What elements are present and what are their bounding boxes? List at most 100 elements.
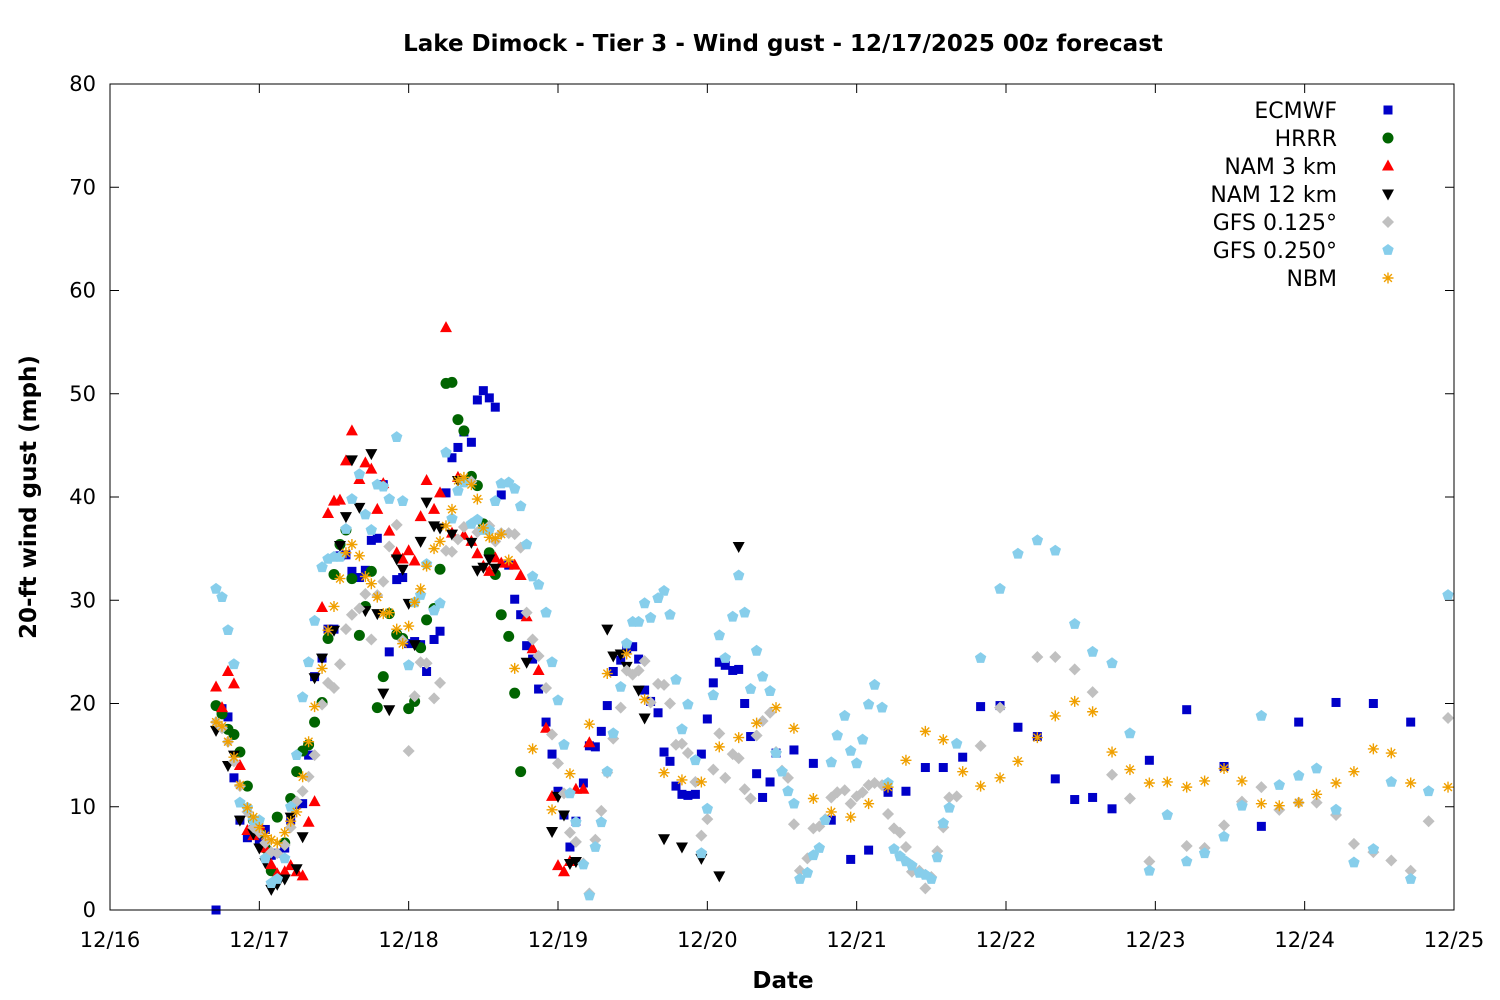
data-point <box>919 725 931 737</box>
data-point <box>1255 709 1268 721</box>
data-point <box>839 709 851 721</box>
data-point <box>440 446 452 458</box>
data-point <box>1124 727 1136 739</box>
data-point <box>302 815 315 827</box>
data-point <box>452 484 464 496</box>
legend-marker <box>1382 272 1394 284</box>
data-point <box>496 490 506 500</box>
data-point <box>484 393 494 403</box>
data-point <box>671 781 681 791</box>
data-point <box>353 602 366 615</box>
data-point <box>322 632 334 644</box>
data-point <box>515 766 527 778</box>
data-point <box>234 796 246 808</box>
data-point <box>271 837 283 849</box>
data-point <box>477 562 490 574</box>
data-point <box>340 547 352 559</box>
data-point <box>1013 722 1023 732</box>
data-point <box>713 629 725 641</box>
data-point <box>377 671 389 683</box>
data-point <box>265 858 278 870</box>
data-point <box>383 705 396 717</box>
data-point <box>558 738 570 750</box>
data-point <box>403 703 415 715</box>
data-point <box>1348 766 1360 778</box>
axis-ticks: 0 10 20 30 40 50 60 70 80 12/16 12/17 12/18 12/19 12/… <box>69 72 1484 952</box>
data-point <box>339 454 352 466</box>
data-point <box>429 634 439 644</box>
data-point <box>241 780 253 792</box>
data-point <box>528 654 538 664</box>
data-point <box>383 524 396 536</box>
data-point <box>510 594 520 604</box>
data-point <box>595 804 608 817</box>
data-point <box>1422 785 1435 797</box>
data-point <box>808 758 818 768</box>
data-point <box>920 763 930 773</box>
y-axis-label: 20-ft wind gust (mph) <box>16 355 42 639</box>
data-point <box>1385 747 1397 759</box>
data-point <box>440 321 452 333</box>
data-point <box>546 656 558 668</box>
data-point <box>291 806 303 818</box>
data-point <box>589 841 601 852</box>
data-point <box>316 653 329 665</box>
data-point <box>290 864 303 876</box>
data-point <box>601 624 614 636</box>
data-point <box>445 529 458 541</box>
data-point <box>615 681 627 692</box>
data-point <box>632 664 645 677</box>
plot-frame <box>109 83 1455 911</box>
data-point <box>452 474 464 486</box>
data-point <box>296 691 309 703</box>
data-point <box>546 804 558 816</box>
data-point <box>1161 809 1173 820</box>
data-point <box>1106 768 1119 781</box>
data-point <box>339 623 352 636</box>
data-point <box>447 453 457 463</box>
data-point <box>333 658 346 671</box>
data-point <box>765 777 775 787</box>
data-point <box>701 813 714 826</box>
data-point <box>733 732 745 744</box>
data-point <box>570 816 582 828</box>
data-point <box>478 386 488 396</box>
data-point <box>316 698 329 711</box>
data-point <box>345 455 358 467</box>
data-point <box>253 821 265 833</box>
data-point <box>233 758 246 770</box>
data-point <box>483 531 495 543</box>
data-point <box>752 769 762 779</box>
data-point <box>520 657 533 669</box>
data-point <box>421 560 433 572</box>
series-gfs-0-125- <box>210 475 1455 900</box>
data-point <box>392 575 402 585</box>
data-point <box>825 806 837 818</box>
data-point <box>628 642 638 652</box>
data-point <box>634 654 644 664</box>
data-point <box>383 493 395 504</box>
data-point <box>302 656 315 668</box>
data-point <box>720 660 730 670</box>
data-point <box>546 827 559 839</box>
y-tick-label: 10 <box>69 795 96 819</box>
data-point <box>1144 755 1154 765</box>
data-point <box>639 693 651 705</box>
data-point <box>602 701 612 711</box>
data-point <box>298 799 308 809</box>
legend-marker <box>1382 132 1394 144</box>
data-point <box>228 658 240 670</box>
data-point <box>278 838 291 851</box>
data-point <box>259 830 271 842</box>
data-point <box>664 697 676 710</box>
data-point <box>740 699 750 708</box>
data-point <box>483 524 495 535</box>
data-point <box>347 566 357 576</box>
x-tick-label: 12/16 <box>80 928 141 952</box>
data-point <box>758 792 768 802</box>
data-point <box>552 859 564 871</box>
data-point <box>607 651 620 663</box>
data-point <box>210 716 222 728</box>
data-point <box>384 647 394 657</box>
data-point <box>489 532 501 544</box>
